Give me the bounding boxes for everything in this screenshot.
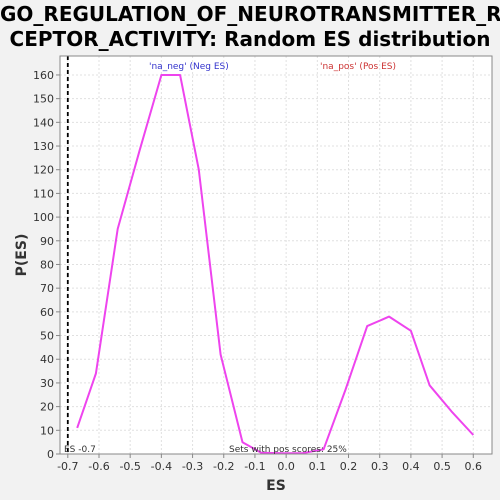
chart-title-line-2: CEPTOR_ACTIVITY: Random ES distribution [9,27,491,51]
y-axis-ticks: 0 10 20 30 40 50 60 70 80 90 100 110 120 130 140 150 160 [33,69,60,461]
y-tick-label: 70 [40,282,54,295]
x-axis-ticks: -0.7 -0.6 -0.5 -0.4 -0.3 -0.2 -0.1 0.0 0.1 0.2 0.3… [57,454,482,473]
y-tick-label: 40 [40,353,54,366]
chart-title: GO_REGULATION_OF_NEUROTRANSMITTER_RE CEP… [0,2,500,52]
y-tick-label: 80 [40,258,54,271]
plot-border [59,55,493,455]
y-tick-label: 160 [33,69,54,82]
x-tick-label: -0.2 [213,460,234,473]
x-tick-label: 0.1 [309,460,327,473]
x-tick-label: -0.6 [88,460,109,473]
x-tick-label: 0.6 [465,460,483,473]
x-tick-label: -0.3 [182,460,203,473]
y-axis-title: P(ES) [14,234,30,277]
y-tick-label: 130 [33,140,54,153]
series-line [76,74,475,455]
x-tick-label: 0.2 [340,460,358,473]
pos-scores-annotation: Sets with pos scores: 25% [229,445,347,455]
legend-neg-label: 'na_neg' (Neg ES) [149,62,229,72]
x-axis-title: ES [266,478,286,494]
series-layer [76,74,475,455]
grid [60,56,492,455]
y-tick-label: 110 [33,187,54,200]
y-tick-label: 90 [40,235,54,248]
x-tick-label: 0.3 [371,460,389,473]
y-tick-label: 140 [33,116,54,129]
y-tick-label: 60 [40,306,54,319]
plot-background [60,56,492,454]
x-tick-label: -0.4 [151,460,172,473]
x-tick-label: -0.7 [57,460,78,473]
x-tick-label: -0.1 [244,460,265,473]
y-tick-label: 120 [33,164,54,177]
x-tick-label: 0.4 [402,460,420,473]
y-tick-label: 0 [47,448,54,461]
x-tick-label: 0.5 [433,460,451,473]
chart-title-line-1: GO_REGULATION_OF_NEUROTRANSMITTER_RE [0,2,500,26]
y-tick-label: 50 [40,330,54,343]
y-tick-label: 100 [33,211,54,224]
y-tick-label: 30 [40,377,54,390]
y-tick-label: 20 [40,401,54,414]
x-tick-label: -0.5 [119,460,140,473]
es-marker-label: ES -0.7 [64,445,96,455]
x-tick-label: 0.0 [277,460,295,473]
legend-pos-label: 'na_pos' (Pos ES) [320,62,396,72]
y-tick-label: 10 [40,424,54,437]
y-tick-label: 150 [33,93,54,106]
